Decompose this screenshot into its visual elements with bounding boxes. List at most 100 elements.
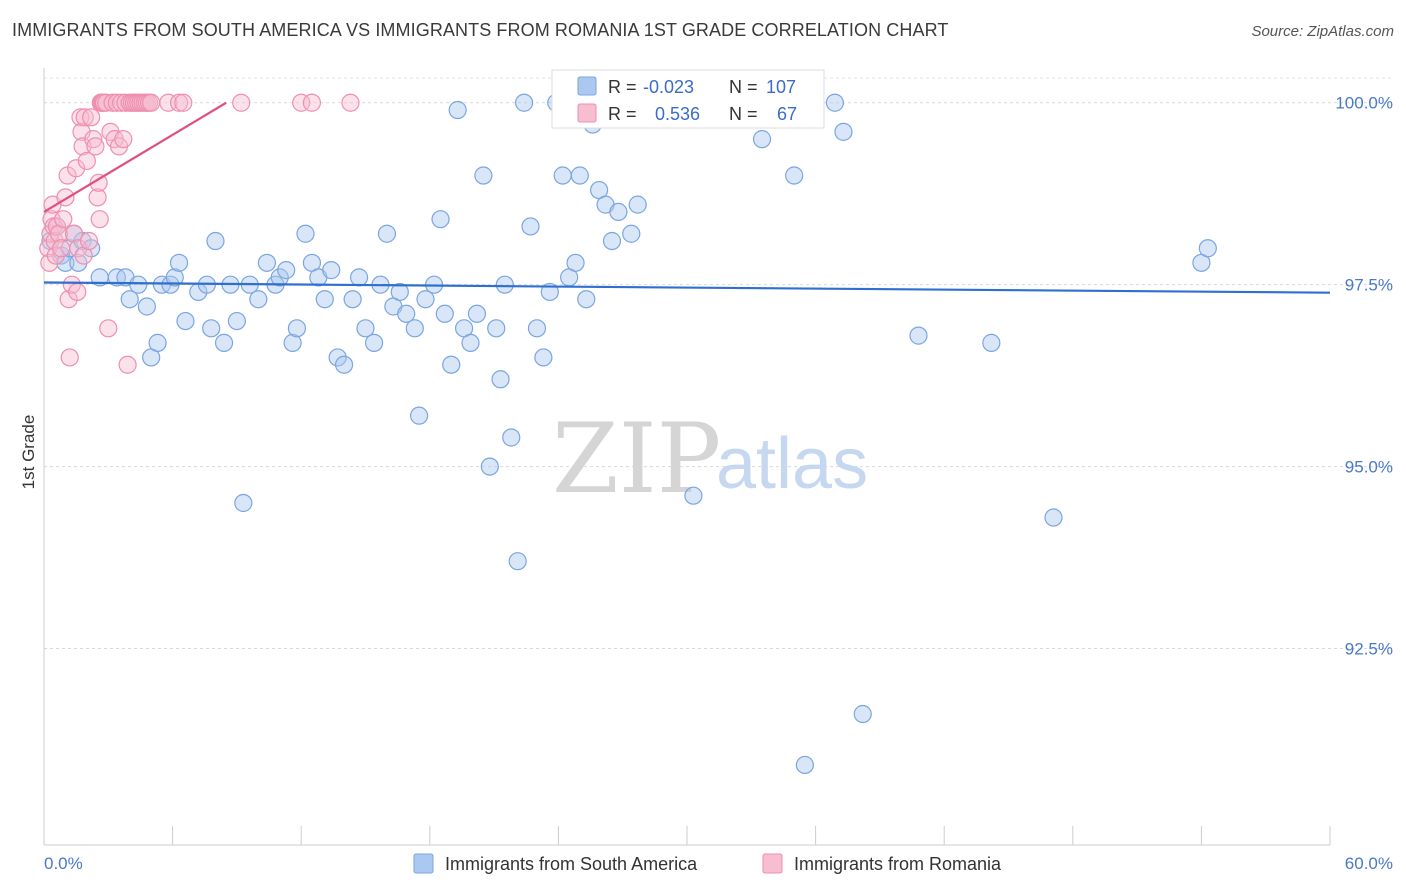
point-romania	[71, 108, 90, 127]
point-romania	[89, 173, 108, 192]
point-south-america	[296, 224, 315, 243]
point-south-america	[206, 231, 225, 251]
point-romania	[86, 137, 105, 156]
point-romania	[68, 282, 87, 302]
point-south-america	[343, 290, 362, 309]
point-romania	[142, 93, 161, 112]
stats-swatch-blue	[577, 76, 597, 96]
point-romania	[39, 239, 58, 258]
point-south-america	[795, 755, 814, 775]
point-south-america	[277, 261, 296, 280]
point-romania	[159, 93, 178, 112]
x-tick-label-min: 0.0%	[44, 854, 83, 873]
point-south-america	[409, 406, 429, 425]
point-south-america	[349, 268, 369, 287]
point-south-america	[82, 239, 101, 258]
point-romania	[99, 319, 118, 338]
stats-legend: R = -0.023 N = 107 R = 0.536 N = 67	[551, 69, 825, 129]
point-south-america	[234, 493, 253, 513]
point-romania	[174, 93, 193, 112]
point-south-america	[137, 297, 156, 316]
point-romania	[67, 159, 86, 178]
point-south-america	[448, 100, 467, 120]
gridlines	[44, 77, 1393, 650]
point-south-america	[283, 333, 302, 352]
point-south-america	[495, 275, 514, 294]
point-south-america	[480, 457, 499, 476]
axes	[43, 68, 1331, 846]
point-romania	[40, 253, 59, 272]
y-axis-title: 1st Grade	[19, 415, 38, 490]
point-south-america	[442, 355, 461, 374]
point-south-america	[467, 304, 487, 323]
point-romania	[47, 217, 66, 236]
point-south-america	[825, 93, 844, 112]
point-romania	[77, 151, 96, 171]
point-south-america	[364, 333, 384, 352]
point-romania	[114, 130, 133, 149]
y-tick-label: 97.5%	[1345, 276, 1393, 295]
watermark-atlas: atlas	[716, 424, 868, 504]
point-south-america	[622, 224, 641, 243]
point-south-america	[570, 166, 589, 185]
point-south-america	[834, 122, 853, 141]
point-south-america	[752, 130, 772, 149]
point-romania	[302, 93, 322, 112]
point-romania	[54, 210, 73, 229]
point-south-america	[602, 231, 622, 251]
trend-line-romania	[43, 101, 227, 213]
point-romania	[97, 93, 116, 112]
source-label: Source: ZipAtlas.com	[1251, 23, 1394, 40]
point-south-america	[405, 319, 424, 338]
legend-label-south-america: Immigrants from South America	[445, 854, 698, 874]
x-tick-label-max: 60.0%	[1345, 854, 1393, 873]
point-south-america	[515, 93, 534, 112]
point-south-america	[474, 166, 493, 185]
point-romania	[90, 210, 109, 229]
point-south-america	[315, 290, 334, 309]
point-romania	[49, 224, 69, 243]
point-south-america	[176, 311, 195, 331]
point-south-america	[431, 210, 450, 229]
point-south-america	[416, 290, 435, 309]
point-romania	[232, 93, 251, 112]
chart-title: IMMIGRANTS FROM SOUTH AMERICA VS IMMIGRA…	[12, 20, 949, 40]
trend-lines	[43, 101, 1331, 294]
point-south-america	[785, 166, 804, 185]
y-tick-label: 100.0%	[1335, 94, 1393, 113]
point-south-america	[328, 348, 347, 367]
point-south-america	[322, 261, 341, 280]
point-south-america	[202, 319, 221, 338]
point-south-america	[566, 253, 585, 272]
point-romania	[64, 224, 84, 243]
legend-label-romania: Immigrants from Romania	[794, 854, 1002, 874]
point-romania	[82, 108, 101, 127]
point-romania	[88, 188, 107, 207]
point-south-america	[356, 319, 375, 338]
point-romania	[84, 130, 103, 149]
point-romania	[169, 93, 189, 112]
y-tick-labels: 92.5% 95.0% 97.5% 100.0%	[1335, 94, 1393, 659]
point-romania	[52, 239, 71, 258]
point-south-america	[397, 304, 416, 323]
point-south-america	[491, 370, 510, 389]
point-south-america	[982, 333, 1001, 352]
point-south-america	[390, 282, 409, 302]
point-romania	[341, 93, 360, 112]
point-south-america	[553, 166, 572, 185]
point-south-america	[1044, 508, 1063, 527]
stats-n-label-pink: N =	[729, 104, 758, 124]
point-south-america	[577, 290, 596, 309]
point-south-america	[148, 333, 167, 352]
trend-line-south-america	[43, 281, 1331, 294]
point-south-america	[534, 348, 553, 367]
point-south-america	[120, 290, 139, 309]
point-south-america	[214, 333, 234, 352]
stats-swatch-pink	[577, 103, 597, 123]
point-south-america	[227, 311, 246, 331]
point-south-america	[56, 253, 75, 272]
point-south-america	[287, 319, 307, 338]
point-south-america	[521, 217, 540, 236]
watermark: ZIP atlas	[552, 403, 868, 515]
